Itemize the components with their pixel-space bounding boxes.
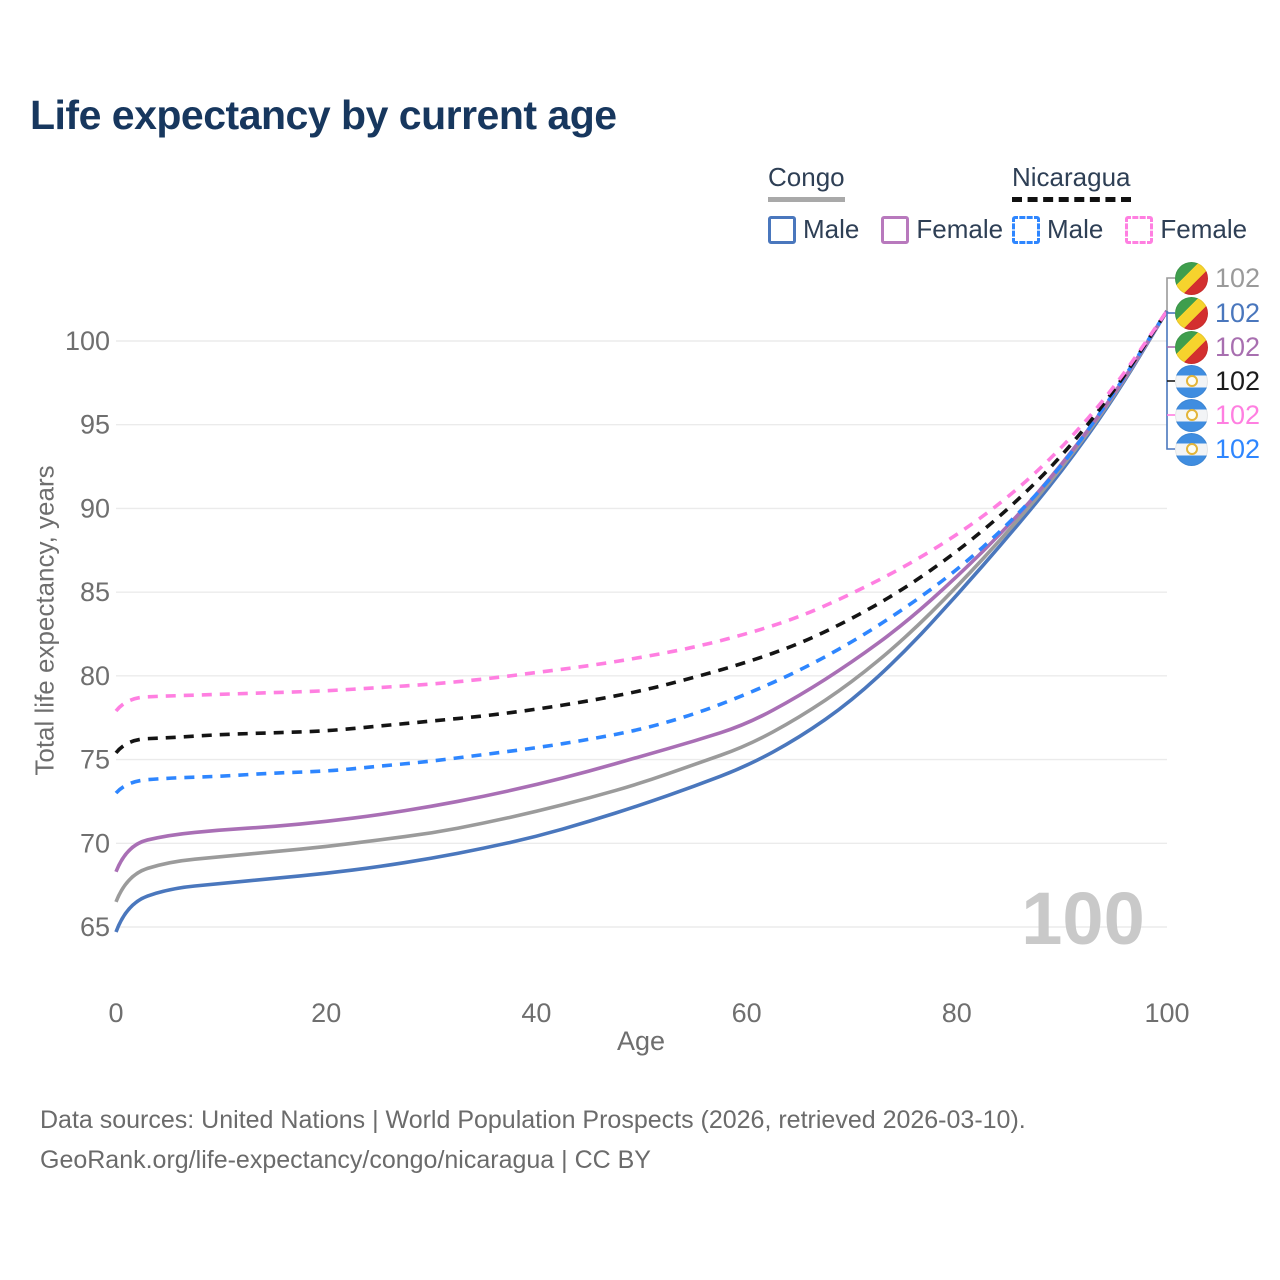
y-tick-label: 100: [65, 326, 110, 356]
y-tick-label: 65: [80, 912, 110, 942]
end-value: 102: [1215, 365, 1261, 396]
x-axis-title: Age: [616, 1026, 666, 1056]
y-tick-label: 90: [80, 493, 110, 523]
nicaragua-flag-icon: [1175, 432, 1208, 466]
series-line-congo-both-sexes: [114, 309, 1169, 903]
series-end-label: 102: [1175, 364, 1260, 398]
series-line-nicaragua-male: [114, 309, 1169, 795]
footer-link-line: GeoRank.org/life-expectancy/congo/nicara…: [40, 1146, 651, 1174]
series-line-nicaragua-female: [114, 309, 1169, 713]
y-tick-label: 85: [80, 577, 110, 607]
y-tick-label: 70: [80, 828, 110, 858]
line-chart-canvas[interactable]: 65 70 75 80 85 90 95 100 0 20 40 60 80 100: [0, 0, 1280, 1080]
congo-male-swatch-icon: [768, 215, 796, 244]
nicaragua-emblem-icon: [1185, 409, 1198, 421]
x-tick-label: 60: [732, 998, 762, 1028]
congo-flag-icon: [1175, 296, 1208, 330]
end-value: 102: [1215, 331, 1261, 362]
series-end-label: 102: [1175, 330, 1260, 364]
congo-flag-icon: [1175, 261, 1208, 295]
end-value: 102: [1215, 433, 1261, 464]
footer-source-line: Data sources: United Nations | World Pop…: [40, 1106, 1026, 1134]
end-label-connector: [1166, 310, 1175, 450]
nicaragua-flag-icon: [1175, 364, 1208, 398]
series-end-label: 102: [1175, 432, 1260, 466]
x-tick-label: 100: [1144, 998, 1189, 1028]
series-line-congo-female: [114, 309, 1169, 873]
series-end-label: 102: [1175, 398, 1260, 432]
legend-label: Female: [916, 214, 1004, 244]
legend-item-nicaragua-female[interactable]: Female: [1125, 214, 1247, 245]
legend-label: Female: [1160, 214, 1248, 244]
end-value: 102: [1215, 399, 1261, 430]
end-value: 102: [1215, 262, 1261, 293]
end-label-connector: [1166, 277, 1175, 311]
nicaragua-flag-icon: [1175, 398, 1208, 432]
legend-group-congo: Congo Male Female: [768, 162, 1003, 245]
congo-female-swatch-icon: [881, 215, 910, 244]
end-value: 102: [1215, 297, 1261, 328]
legend-label: Male: [803, 214, 860, 244]
congo-flag-icon: [1175, 330, 1208, 364]
legend-item-congo-female[interactable]: Female: [881, 214, 1003, 245]
x-tick-label: 20: [311, 998, 341, 1028]
legend-label: Male: [1047, 214, 1104, 244]
nicaragua-emblem-icon: [1185, 443, 1198, 455]
page-title: Life expectancy by current age: [30, 92, 617, 138]
age-watermark: 100: [1021, 877, 1145, 960]
x-tick-label: 0: [108, 998, 123, 1028]
x-tick-label: 80: [942, 998, 972, 1028]
nicaragua-male-swatch-icon: [1012, 215, 1040, 244]
y-tick-label: 80: [80, 661, 110, 691]
legend-heading-nicaragua[interactable]: Nicaragua: [1012, 162, 1131, 202]
nicaragua-emblem-icon: [1185, 375, 1198, 387]
y-tick-label: 95: [80, 410, 110, 440]
y-tick-label: 75: [80, 745, 110, 775]
legend-heading-congo[interactable]: Congo: [768, 162, 845, 202]
legend-group-nicaragua: Nicaragua Male Female: [1012, 162, 1247, 245]
x-tick-label: 40: [521, 998, 551, 1028]
legend-item-congo-male[interactable]: Male: [768, 214, 859, 245]
nicaragua-female-swatch-icon: [1125, 215, 1154, 244]
series-end-label: 102: [1175, 296, 1260, 330]
series-end-label: 102: [1175, 261, 1260, 295]
y-axis-title: Total life expectancy, years: [29, 465, 60, 776]
series-line-congo-male: [114, 309, 1169, 933]
legend-item-nicaragua-male[interactable]: Male: [1012, 214, 1103, 245]
